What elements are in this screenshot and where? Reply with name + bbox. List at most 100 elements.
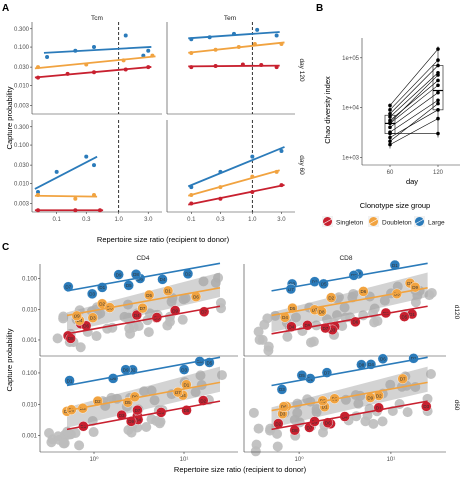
panel-c-strip-cd4: CD4 xyxy=(136,255,149,262)
panel-a-strip-tem: Tem xyxy=(224,15,236,22)
panel-c-strip-d120: d120 xyxy=(453,305,460,320)
panel-a-point xyxy=(189,37,194,42)
panel-c-background-point xyxy=(139,386,150,397)
panel-a-point xyxy=(73,48,78,53)
panel-c-point-label: D4 xyxy=(289,324,295,329)
panel-c-point-label: D4 xyxy=(282,315,288,320)
panel-c-point-label: D1 xyxy=(165,289,171,294)
panel-a-point xyxy=(218,185,223,190)
panel-c-point-label: D5 xyxy=(206,360,212,365)
panel-c-y-tick-label: 0.100 xyxy=(22,371,38,377)
panel-c-ylabel: Capture probability xyxy=(5,328,14,391)
panel-c-point-label: D1 xyxy=(409,312,415,317)
panel-letter-c: C xyxy=(2,242,9,253)
panel-a-point xyxy=(141,53,146,58)
panel-c-point-label: D1 xyxy=(407,281,413,286)
panel-c-facet-1-0: D1D2D3D4D5D6D7D8D9D1D2D3D4D5D6D7D8D9D1D2… xyxy=(22,356,238,463)
legend-key-line xyxy=(322,218,333,225)
panel-b-point xyxy=(388,120,392,125)
panel-c-background-point xyxy=(353,398,364,409)
panel-c-background-point xyxy=(88,427,99,438)
plot-layer: 0.003 0.010 0.030 0.100 0.300 0.003 0.010 0.030… xyxy=(14,22,460,463)
panel-a-facet-0: 0.003 0.010 0.030 0.100 0.300 xyxy=(14,22,162,115)
panel-c-point-large xyxy=(113,269,124,280)
panel-b-x-tick-label: 120 xyxy=(433,170,444,176)
panel-c-point-label: D4 xyxy=(160,277,166,282)
panel-c-background-point xyxy=(348,288,359,299)
panel-b-point xyxy=(436,58,440,62)
legend-label-doubleton: Doubleton xyxy=(382,220,412,227)
panel-b-point xyxy=(436,47,440,51)
panel-c-strip-d60: d60 xyxy=(453,400,460,411)
panel-a-facet-2: 0.003 0.010 0.030 0.100 0.300 0.1 0.3 1.0 3.0 xyxy=(14,120,162,223)
panel-a-point xyxy=(189,185,194,190)
panel-b-point xyxy=(436,101,440,106)
panel-c-point-label: D7 xyxy=(307,425,313,430)
panel-c-background-point xyxy=(337,321,348,332)
panel-b-pair-line xyxy=(389,59,439,111)
legend-label-singleton: Singleton xyxy=(336,220,363,227)
panel-c-point-label: D4 xyxy=(77,318,83,323)
panel-c-background-point xyxy=(253,326,264,337)
panel-a-point xyxy=(207,35,212,40)
panel-c-background-point xyxy=(290,312,301,323)
panel-c-trend-line-large xyxy=(66,262,221,292)
panel-c-background-point xyxy=(58,438,69,449)
panel-b-pair-line xyxy=(389,48,439,106)
legend-key-line xyxy=(368,218,379,225)
panel-a-point xyxy=(250,174,255,179)
panel-c-background-point xyxy=(377,416,388,427)
panel-b-x-tick-label: 60 xyxy=(387,170,394,176)
panel-a-y-tick-label: 0.300 xyxy=(14,125,30,131)
panel-c-point-label: D5 xyxy=(126,283,132,288)
panel-c-background-point xyxy=(263,341,274,352)
panel-c-background-point xyxy=(190,387,201,398)
panel-c-point-label: D2 xyxy=(200,398,206,403)
panel-b-pair-line xyxy=(389,118,439,145)
panel-c-point-label: D3 xyxy=(181,367,187,372)
panel-c-background-point xyxy=(379,295,390,306)
panel-c-background-point xyxy=(311,404,322,415)
panel-b-y-tick-label: 1e+05 xyxy=(342,56,360,62)
panel-c-background-point xyxy=(259,319,270,330)
panel-c-point-label: D3 xyxy=(119,413,125,418)
legend: Singleton Doubleton Large xyxy=(322,216,445,227)
panel-a-strip-day120: day 120 xyxy=(298,58,305,82)
panel-b-point xyxy=(436,90,440,95)
panel-c-background-point xyxy=(272,441,283,452)
panel-a-point xyxy=(36,189,41,194)
panel-a-point xyxy=(123,67,128,72)
panel-c-facet-1-1: D1D2D3D4D5D6D7D8D9D1D2D3D4D5D6D7D8D9D1D2… xyxy=(243,353,446,463)
panel-c-point-label: D9 xyxy=(132,395,138,400)
panel-c-background-point xyxy=(412,290,423,301)
panel-c-point-label: D8 xyxy=(358,362,364,367)
panel-b-xlabel: day xyxy=(406,177,418,186)
panel-c-point-singleton xyxy=(169,305,181,316)
panel-c-background-point xyxy=(106,392,117,403)
panel-c-point-label: D2 xyxy=(328,295,334,300)
panel-b-point xyxy=(388,108,392,112)
panel-c-x-tick-label: 10⁰ xyxy=(295,456,305,463)
panel-c-point-label: D6 xyxy=(83,324,89,329)
panel-c-background-point xyxy=(142,315,153,326)
panel-a-point xyxy=(279,183,284,188)
panel-a-trend-line xyxy=(187,146,285,188)
panel-c-background-point xyxy=(272,428,283,439)
panel-c-point-label: D7 xyxy=(312,308,318,313)
panel-b-point xyxy=(388,142,392,147)
panel-c-point-label: D7 xyxy=(201,310,207,315)
panel-a-point xyxy=(259,63,264,68)
panel-a-point xyxy=(91,70,96,75)
panel-c-point-singleton xyxy=(131,309,143,321)
panel-b-y-tick-label: 1e+04 xyxy=(342,106,360,112)
panel-a-point xyxy=(73,196,78,201)
panel-a-point xyxy=(252,42,257,47)
panel-c-point-label: D5 xyxy=(290,306,296,311)
panel-c-trend-line-singleton xyxy=(271,305,428,335)
panel-c-y-tick-label: 0.001 xyxy=(22,338,38,344)
panel-a-facet-1 xyxy=(166,22,295,115)
panel-c-background-point xyxy=(322,314,333,325)
panel-c-background-point xyxy=(52,333,63,344)
panel-c-background-point xyxy=(333,292,344,303)
panel-c-point-singleton xyxy=(399,311,410,322)
